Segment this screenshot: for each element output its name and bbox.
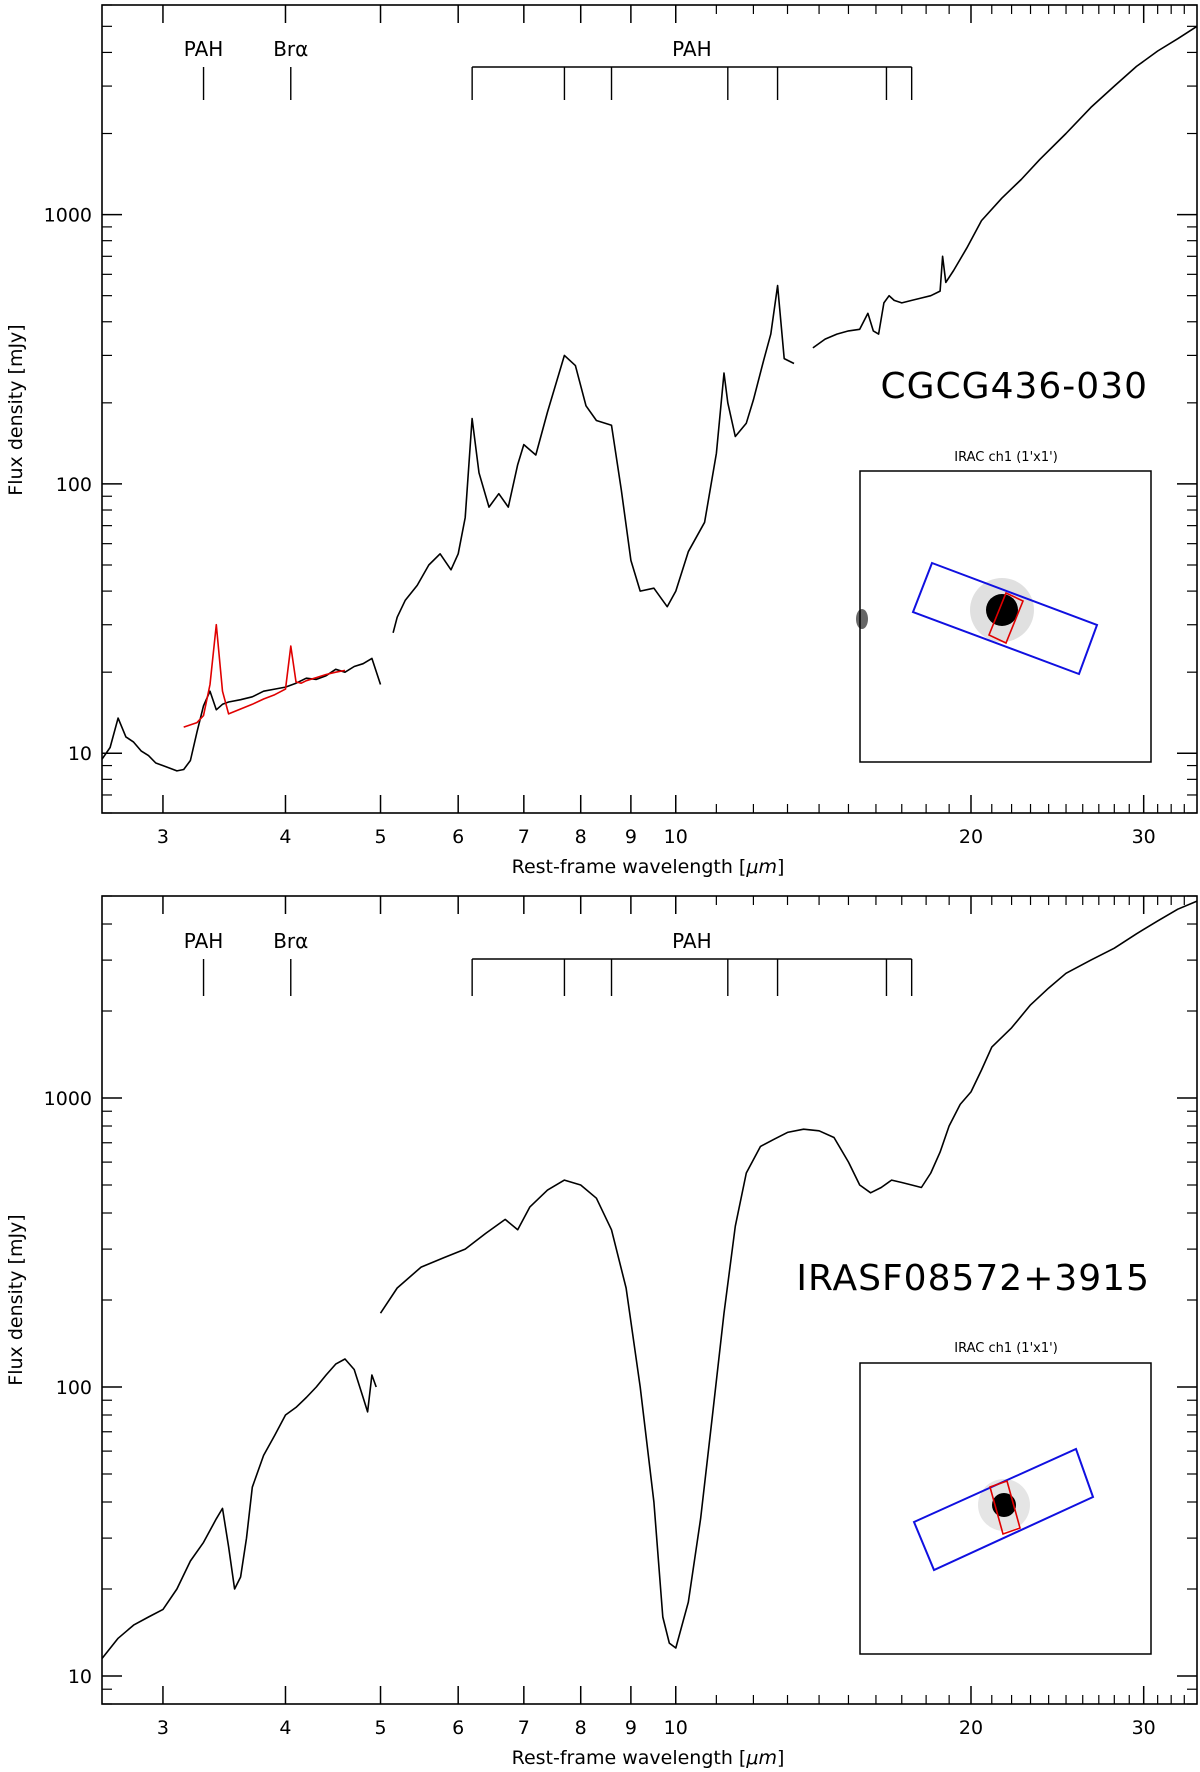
inset-sl-slit [987,591,1025,645]
x-tick-label: 20 [959,826,983,848]
chart-panel-cgcg436-030: 3 4 5 6 7 8 9 10 20 30 10 100 1000 PAH Brα PAH CGCG4… [5,4,1198,878]
x-axis-title-prefix: Rest-frame wavelength [ [512,856,747,878]
x-tick-label: 30 [1132,1717,1156,1739]
irac-inset: IRAC ch1 (1'x1') [856,450,1152,763]
inset-source-blob [992,1493,1016,1517]
inset-sl-slit [989,1479,1021,1536]
inset-title: IRAC ch1 (1'x1') [954,1341,1058,1356]
x-tick-label: 8 [575,1717,587,1739]
x-tick-label: 6 [452,826,464,848]
y-axis-title: Flux density [mJy] [5,1214,27,1385]
chart-panel-irasf08572: 3 4 5 6 7 8 9 10 20 30 10 100 1000 PAH Brα PAH IRASF… [5,895,1198,1769]
x-tick-label: 20 [959,1717,983,1739]
object-label: CGCG436-030 [881,366,1148,407]
x-tick-label: 7 [518,826,530,848]
pah-short-label: PAH [184,929,224,953]
inset-lh-slit [911,561,1099,676]
x-tick-label: 3 [157,826,169,848]
x-axis-title-prefix: Rest-frame wavelength [ [512,1747,747,1769]
x-tick-label: 7 [518,1717,530,1739]
spectrum-line-0 [101,1358,377,1659]
x-tick-label: 6 [452,1717,464,1739]
x-axis-title-unit: μm [745,1747,777,1769]
feature-markers: PAH Brα PAH [184,929,913,996]
pah-group-label: PAH [672,929,712,953]
y-tick-label: 1000 [44,1088,92,1110]
x-tick-label: 8 [575,826,587,848]
y-tick-label: 100 [56,474,92,496]
inset-title: IRAC ch1 (1'x1') [954,450,1058,465]
spectrum-line-1 [379,900,1198,1649]
feature-markers: PAH Brα PAH [184,37,913,100]
x-tick-label: 30 [1132,826,1156,848]
x-axis-title-suffix: ] [777,856,784,878]
x-tick-label: 10 [664,1717,688,1739]
plot-frame [101,4,1198,814]
x-tick-label: 3 [157,1717,169,1739]
inset-edge-source [856,609,868,629]
x-tick-label: 10 [664,826,688,848]
y-tick-label: 1000 [44,205,92,227]
spectrum-line-2 [812,25,1198,349]
bralpha-label: Brα [273,37,308,61]
axis-ticks: 3 4 5 6 7 8 9 10 20 30 10 100 1000 [44,895,1197,1739]
x-axis-title: Rest-frame wavelength [μm] [512,856,785,878]
y-tick-label: 10 [68,743,92,765]
bralpha-label: Brα [273,929,308,953]
x-tick-label: 4 [279,1717,291,1739]
axis-ticks: 3 4 5 6 7 8 9 10 20 30 10 100 1000 [44,4,1197,848]
spectrum-line-0 [101,657,382,772]
y-tick-label: 10 [68,1666,92,1688]
y-axis-title: Flux density [mJy] [5,324,27,495]
x-tick-label: 4 [279,826,291,848]
spectrum-line-3 [183,623,346,728]
x-tick-label: 5 [374,826,386,848]
spectrum-series [101,900,1198,1659]
x-axis-title: Rest-frame wavelength [μm] [512,1747,785,1769]
x-tick-label: 9 [625,826,637,848]
object-label: IRASF08572+3915 [796,1258,1150,1299]
inset-source-blob [986,594,1018,626]
x-tick-label: 9 [625,1717,637,1739]
irac-inset: IRAC ch1 (1'x1') [859,1341,1152,1655]
pah-group-label: PAH [672,37,712,61]
spectrum-line-1 [392,284,795,634]
inset-source-halo [970,578,1034,642]
x-tick-label: 5 [374,1717,386,1739]
inset-lh-slit [912,1447,1095,1572]
y-tick-label: 100 [56,1377,92,1399]
spectrum-series [101,25,1198,772]
pah-short-label: PAH [184,37,224,61]
inset-source-halo [978,1479,1030,1531]
x-axis-title-unit: μm [745,856,777,878]
x-axis-title-suffix: ] [777,1747,784,1769]
